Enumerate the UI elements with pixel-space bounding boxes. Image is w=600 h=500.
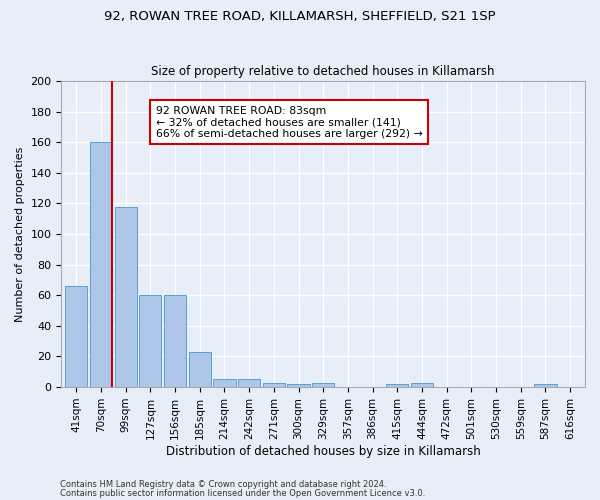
Bar <box>238 380 260 387</box>
Bar <box>287 384 310 387</box>
Text: Contains public sector information licensed under the Open Government Licence v3: Contains public sector information licen… <box>60 488 425 498</box>
Text: 92 ROWAN TREE ROAD: 83sqm
← 32% of detached houses are smaller (141)
66% of semi: 92 ROWAN TREE ROAD: 83sqm ← 32% of detac… <box>155 106 422 138</box>
Bar <box>386 384 409 387</box>
Bar <box>263 382 285 387</box>
Bar <box>90 142 112 387</box>
Y-axis label: Number of detached properties: Number of detached properties <box>15 146 25 322</box>
Bar <box>139 296 161 387</box>
Text: Contains HM Land Registry data © Crown copyright and database right 2024.: Contains HM Land Registry data © Crown c… <box>60 480 386 489</box>
Bar <box>535 384 557 387</box>
Title: Size of property relative to detached houses in Killamarsh: Size of property relative to detached ho… <box>151 66 495 78</box>
Bar <box>312 382 334 387</box>
Bar <box>411 382 433 387</box>
Bar <box>164 296 186 387</box>
X-axis label: Distribution of detached houses by size in Killamarsh: Distribution of detached houses by size … <box>166 444 481 458</box>
Bar <box>213 380 236 387</box>
Bar <box>65 286 88 387</box>
Bar <box>115 206 137 387</box>
Bar <box>188 352 211 387</box>
Text: 92, ROWAN TREE ROAD, KILLAMARSH, SHEFFIELD, S21 1SP: 92, ROWAN TREE ROAD, KILLAMARSH, SHEFFIE… <box>104 10 496 23</box>
